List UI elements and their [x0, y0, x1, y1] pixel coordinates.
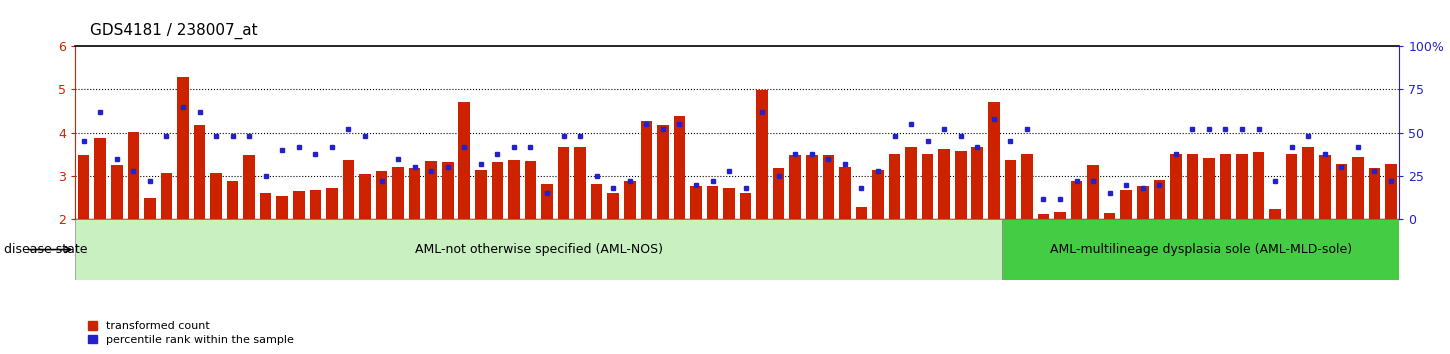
Text: disease state: disease state: [4, 243, 88, 256]
Bar: [972, 147, 983, 219]
Bar: [342, 160, 354, 219]
Bar: [1351, 156, 1363, 219]
Bar: [177, 77, 189, 219]
Text: AML-multilineage dysplasia sole (AML-MLD-sole): AML-multilineage dysplasia sole (AML-MLD…: [1050, 243, 1351, 256]
Bar: [525, 161, 536, 219]
Bar: [1002, 219, 1399, 280]
Bar: [856, 207, 867, 219]
Bar: [724, 188, 735, 219]
Bar: [409, 168, 420, 219]
Bar: [458, 102, 470, 219]
Bar: [1103, 213, 1115, 219]
Legend: transformed count, percentile rank within the sample: transformed count, percentile rank withi…: [88, 321, 294, 345]
Bar: [442, 162, 454, 219]
Bar: [773, 168, 784, 219]
Bar: [1269, 209, 1280, 219]
Bar: [740, 193, 751, 219]
Bar: [873, 170, 884, 219]
Bar: [608, 193, 619, 219]
Bar: [94, 138, 106, 219]
Bar: [1253, 152, 1264, 219]
Bar: [558, 147, 570, 219]
Bar: [674, 116, 686, 219]
Bar: [590, 184, 602, 219]
Bar: [1038, 214, 1050, 219]
Bar: [657, 125, 668, 219]
Bar: [1170, 154, 1182, 219]
Bar: [260, 193, 271, 219]
Bar: [624, 181, 635, 219]
Bar: [922, 154, 934, 219]
Text: GDS4181 / 238007_at: GDS4181 / 238007_at: [90, 23, 258, 39]
Bar: [987, 102, 999, 219]
Bar: [393, 167, 405, 219]
Bar: [112, 165, 123, 219]
Bar: [75, 219, 1002, 280]
Bar: [277, 196, 289, 219]
Bar: [1237, 154, 1248, 219]
Bar: [1385, 164, 1396, 219]
Bar: [840, 167, 851, 219]
Bar: [309, 190, 320, 219]
Bar: [1154, 179, 1166, 219]
Bar: [376, 171, 387, 219]
Bar: [425, 161, 436, 219]
Bar: [244, 155, 255, 219]
Bar: [822, 155, 834, 219]
Bar: [905, 147, 916, 219]
Bar: [1054, 212, 1066, 219]
Bar: [360, 174, 371, 219]
Bar: [1005, 160, 1016, 219]
Bar: [1186, 154, 1198, 219]
Bar: [326, 188, 338, 219]
Bar: [1137, 185, 1148, 219]
Bar: [161, 173, 173, 219]
Bar: [78, 155, 90, 219]
Bar: [1070, 181, 1082, 219]
Bar: [293, 191, 304, 219]
Bar: [128, 132, 139, 219]
Bar: [789, 155, 800, 219]
Bar: [1021, 154, 1032, 219]
Bar: [574, 147, 586, 219]
Bar: [492, 162, 503, 219]
Bar: [956, 151, 967, 219]
Bar: [1121, 190, 1132, 219]
Bar: [706, 185, 718, 219]
Bar: [541, 184, 552, 219]
Bar: [226, 181, 238, 219]
Bar: [1204, 158, 1215, 219]
Bar: [757, 90, 768, 219]
Bar: [210, 173, 222, 219]
Text: AML-not otherwise specified (AML-NOS): AML-not otherwise specified (AML-NOS): [415, 243, 663, 256]
Bar: [641, 121, 652, 219]
Bar: [507, 160, 519, 219]
Bar: [476, 170, 487, 219]
Bar: [1320, 155, 1331, 219]
Bar: [144, 198, 155, 219]
Bar: [1335, 164, 1347, 219]
Bar: [806, 155, 818, 219]
Bar: [1219, 154, 1231, 219]
Bar: [194, 125, 206, 219]
Bar: [938, 149, 950, 219]
Bar: [1369, 168, 1380, 219]
Bar: [1088, 165, 1099, 219]
Bar: [1286, 154, 1298, 219]
Bar: [690, 185, 702, 219]
Bar: [1302, 147, 1314, 219]
Bar: [889, 154, 900, 219]
